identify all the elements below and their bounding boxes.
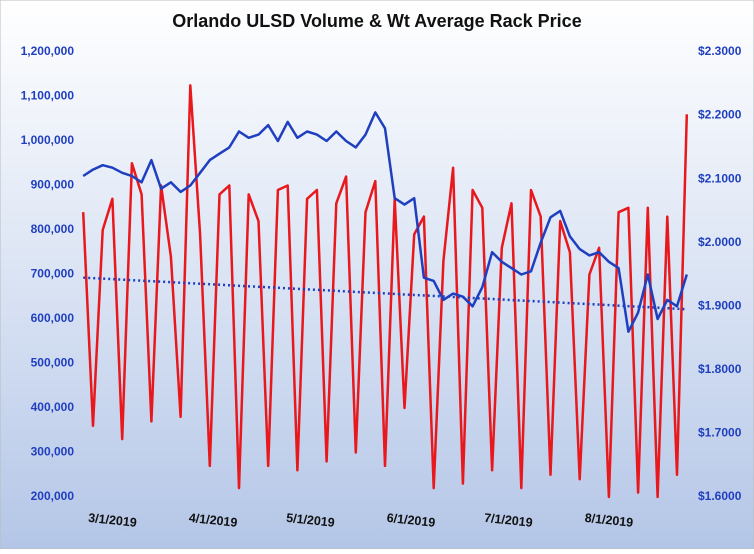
y-tick-label: 500,000 <box>31 356 75 370</box>
y-tick-label: 800,000 <box>31 222 75 236</box>
x-tick-label: 3/1/2019 <box>88 511 138 530</box>
y2-tick-label: $1.8000 <box>698 362 742 376</box>
y-tick-label: 200,000 <box>31 489 75 503</box>
x-tick-label: 4/1/2019 <box>188 511 238 530</box>
chart-title: Orlando ULSD Volume & Wt Average Rack Pr… <box>172 11 581 31</box>
y-tick-label: 400,000 <box>31 400 75 414</box>
x-tick-label: 5/1/2019 <box>286 511 336 530</box>
y-tick-label: 1,000,000 <box>21 133 75 147</box>
y2-tick-label: $2.3000 <box>698 44 742 58</box>
y-tick-label: 1,200,000 <box>21 44 75 58</box>
y-tick-label: 900,000 <box>31 178 75 192</box>
y2-tick-label: $1.9000 <box>698 298 742 312</box>
x-tick-label: 8/1/2019 <box>584 511 634 530</box>
x-tick-label: 7/1/2019 <box>483 511 533 530</box>
y-tick-label: 1,100,000 <box>21 89 75 103</box>
x-tick-label: 6/1/2019 <box>386 511 436 530</box>
y-tick-label: 300,000 <box>31 445 75 459</box>
y2-tick-label: $2.0000 <box>698 235 742 249</box>
y2-tick-label: $1.6000 <box>698 489 742 503</box>
y-tick-label: 700,000 <box>31 267 75 281</box>
trendline <box>83 276 687 311</box>
y2-tick-label: $2.2000 <box>698 108 742 122</box>
y2-tick-label: $1.7000 <box>698 426 742 440</box>
y2-tick-label: $2.1000 <box>698 171 742 185</box>
series-line <box>82 111 688 333</box>
y-tick-label: 600,000 <box>31 311 75 325</box>
series-line <box>81 84 689 499</box>
